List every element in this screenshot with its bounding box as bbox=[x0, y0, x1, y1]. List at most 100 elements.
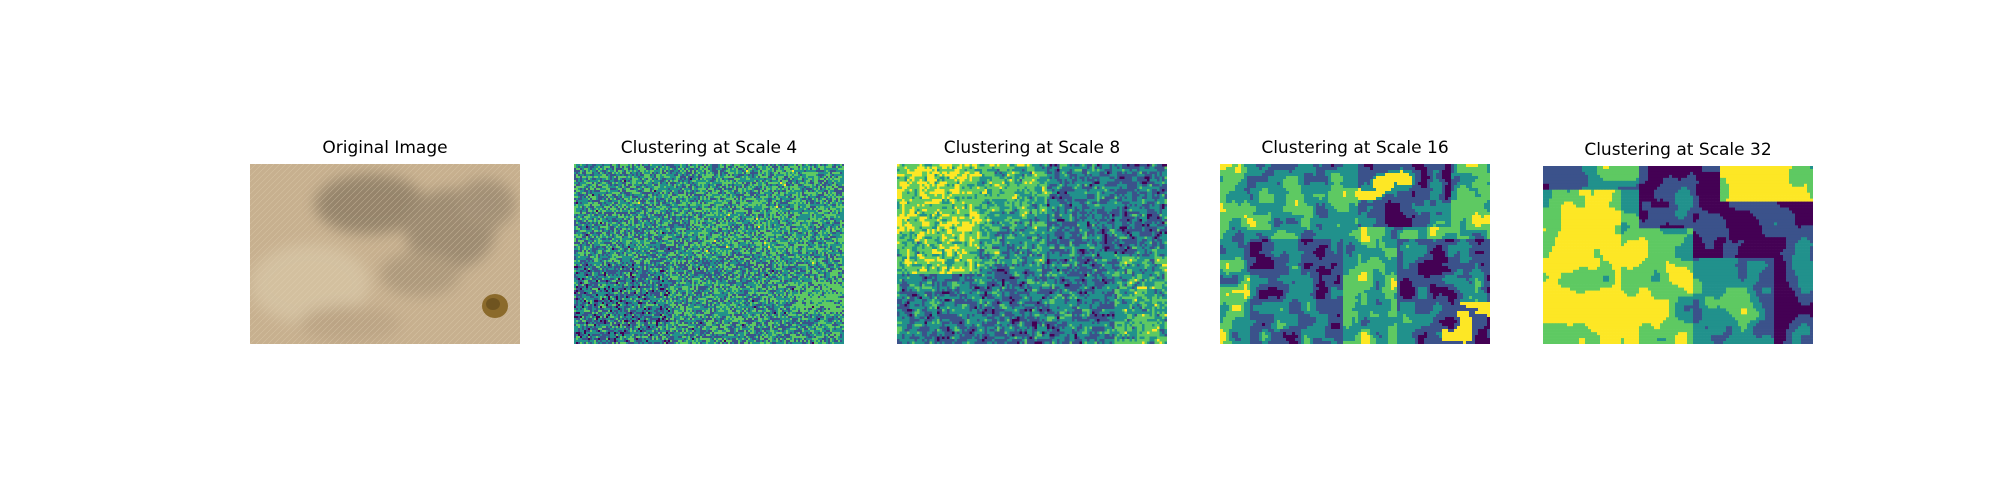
cluster-cell bbox=[792, 192, 795, 195]
cluster-cell bbox=[628, 230, 631, 233]
cluster-cell bbox=[688, 184, 691, 187]
cluster-cell bbox=[774, 236, 777, 239]
cluster-cell bbox=[816, 234, 819, 237]
cluster-cell bbox=[824, 224, 827, 227]
cluster-cell bbox=[814, 192, 817, 195]
cluster-cell bbox=[830, 184, 833, 187]
cluster-cell bbox=[764, 188, 767, 191]
cluster-cell bbox=[670, 194, 673, 197]
cluster-cell bbox=[592, 180, 595, 183]
cluster-cell bbox=[666, 234, 669, 237]
cluster-cell bbox=[706, 214, 709, 217]
cluster-cell bbox=[784, 230, 787, 233]
cluster-cell bbox=[578, 214, 581, 217]
cluster-cell bbox=[814, 216, 817, 219]
cluster-cell bbox=[734, 214, 737, 217]
cluster-cell bbox=[690, 208, 693, 211]
cluster-cell bbox=[716, 172, 719, 175]
cluster-cell bbox=[836, 222, 839, 225]
cluster-cell bbox=[574, 224, 577, 227]
cluster-cell bbox=[638, 186, 641, 189]
cluster-cell bbox=[806, 224, 809, 227]
cluster-cell bbox=[594, 190, 597, 193]
cluster-cell bbox=[834, 184, 837, 187]
cluster-cell bbox=[716, 208, 719, 211]
cluster-cell bbox=[614, 218, 617, 221]
cluster-cell bbox=[628, 228, 631, 231]
cluster-cell bbox=[814, 180, 817, 183]
cluster-cell bbox=[622, 166, 625, 169]
cluster-cell bbox=[802, 200, 805, 203]
cluster-cell bbox=[658, 178, 661, 181]
cluster-cell bbox=[702, 226, 705, 229]
cluster-cell bbox=[604, 180, 607, 183]
cluster-cell bbox=[640, 172, 643, 175]
cluster-cell bbox=[582, 196, 585, 199]
cluster-cell bbox=[754, 216, 757, 219]
cluster-cell bbox=[710, 178, 713, 181]
cluster-cell bbox=[656, 228, 659, 231]
cluster-cell bbox=[778, 172, 781, 175]
cluster-cell bbox=[654, 186, 657, 189]
cluster-cell bbox=[578, 216, 581, 219]
cluster-cell bbox=[576, 204, 579, 207]
cluster-cell bbox=[608, 198, 611, 201]
cluster-cell bbox=[818, 228, 821, 231]
cluster-cell bbox=[586, 210, 589, 213]
cluster-cell bbox=[728, 182, 731, 185]
cluster-cell bbox=[814, 196, 817, 199]
cluster-cell bbox=[762, 188, 765, 191]
cluster-cell bbox=[760, 224, 763, 227]
cluster-cell bbox=[706, 236, 709, 239]
cluster-cell bbox=[706, 166, 709, 169]
cluster-cell bbox=[626, 168, 629, 171]
cluster-cell bbox=[794, 208, 797, 211]
cluster-cell bbox=[758, 212, 761, 215]
cluster-cell bbox=[808, 212, 811, 215]
cluster-cell bbox=[790, 216, 793, 219]
cluster-cell bbox=[806, 226, 809, 229]
cluster-cell bbox=[658, 180, 661, 183]
cluster-cell bbox=[734, 232, 737, 235]
cluster-cell bbox=[652, 178, 655, 181]
cluster-cell bbox=[612, 212, 615, 215]
cluster-cell bbox=[714, 186, 717, 189]
cluster-cell bbox=[644, 170, 647, 173]
cluster-cell bbox=[724, 166, 727, 169]
cluster-cell bbox=[772, 184, 775, 187]
cluster-cell bbox=[730, 210, 733, 213]
cluster-cell bbox=[584, 184, 587, 187]
cluster-cell bbox=[598, 180, 601, 183]
cluster-cell bbox=[726, 190, 729, 193]
cluster-cell bbox=[768, 208, 771, 211]
cluster-cell bbox=[598, 168, 601, 171]
cluster-cell bbox=[750, 216, 753, 219]
cluster-cell bbox=[770, 212, 773, 215]
cluster-cell bbox=[780, 188, 783, 191]
cluster-cell bbox=[838, 178, 841, 181]
cluster-cell bbox=[664, 170, 667, 173]
cluster-cell bbox=[726, 176, 729, 179]
cluster-cell bbox=[612, 168, 615, 171]
cluster-cell bbox=[808, 228, 811, 231]
cluster-cell bbox=[798, 220, 801, 223]
cluster-cell bbox=[670, 168, 673, 171]
cluster-cell bbox=[786, 212, 789, 215]
cluster-cell bbox=[646, 228, 649, 231]
cluster-cell bbox=[754, 176, 757, 179]
cluster-cell bbox=[780, 230, 783, 233]
cluster-cell bbox=[750, 224, 753, 227]
cluster-cell bbox=[578, 210, 581, 213]
cluster-cell bbox=[688, 172, 691, 175]
cluster-cell bbox=[610, 200, 613, 203]
cluster-cell bbox=[736, 226, 739, 229]
cluster-cell bbox=[700, 202, 703, 205]
cluster-cell bbox=[692, 216, 695, 219]
cluster-cell bbox=[816, 212, 819, 215]
cluster-cell bbox=[586, 220, 589, 223]
cluster-cell bbox=[788, 178, 791, 181]
cluster-cell bbox=[704, 174, 707, 177]
cluster-cell bbox=[726, 222, 729, 225]
cluster-cell bbox=[702, 224, 705, 227]
cluster-cell bbox=[610, 196, 613, 199]
